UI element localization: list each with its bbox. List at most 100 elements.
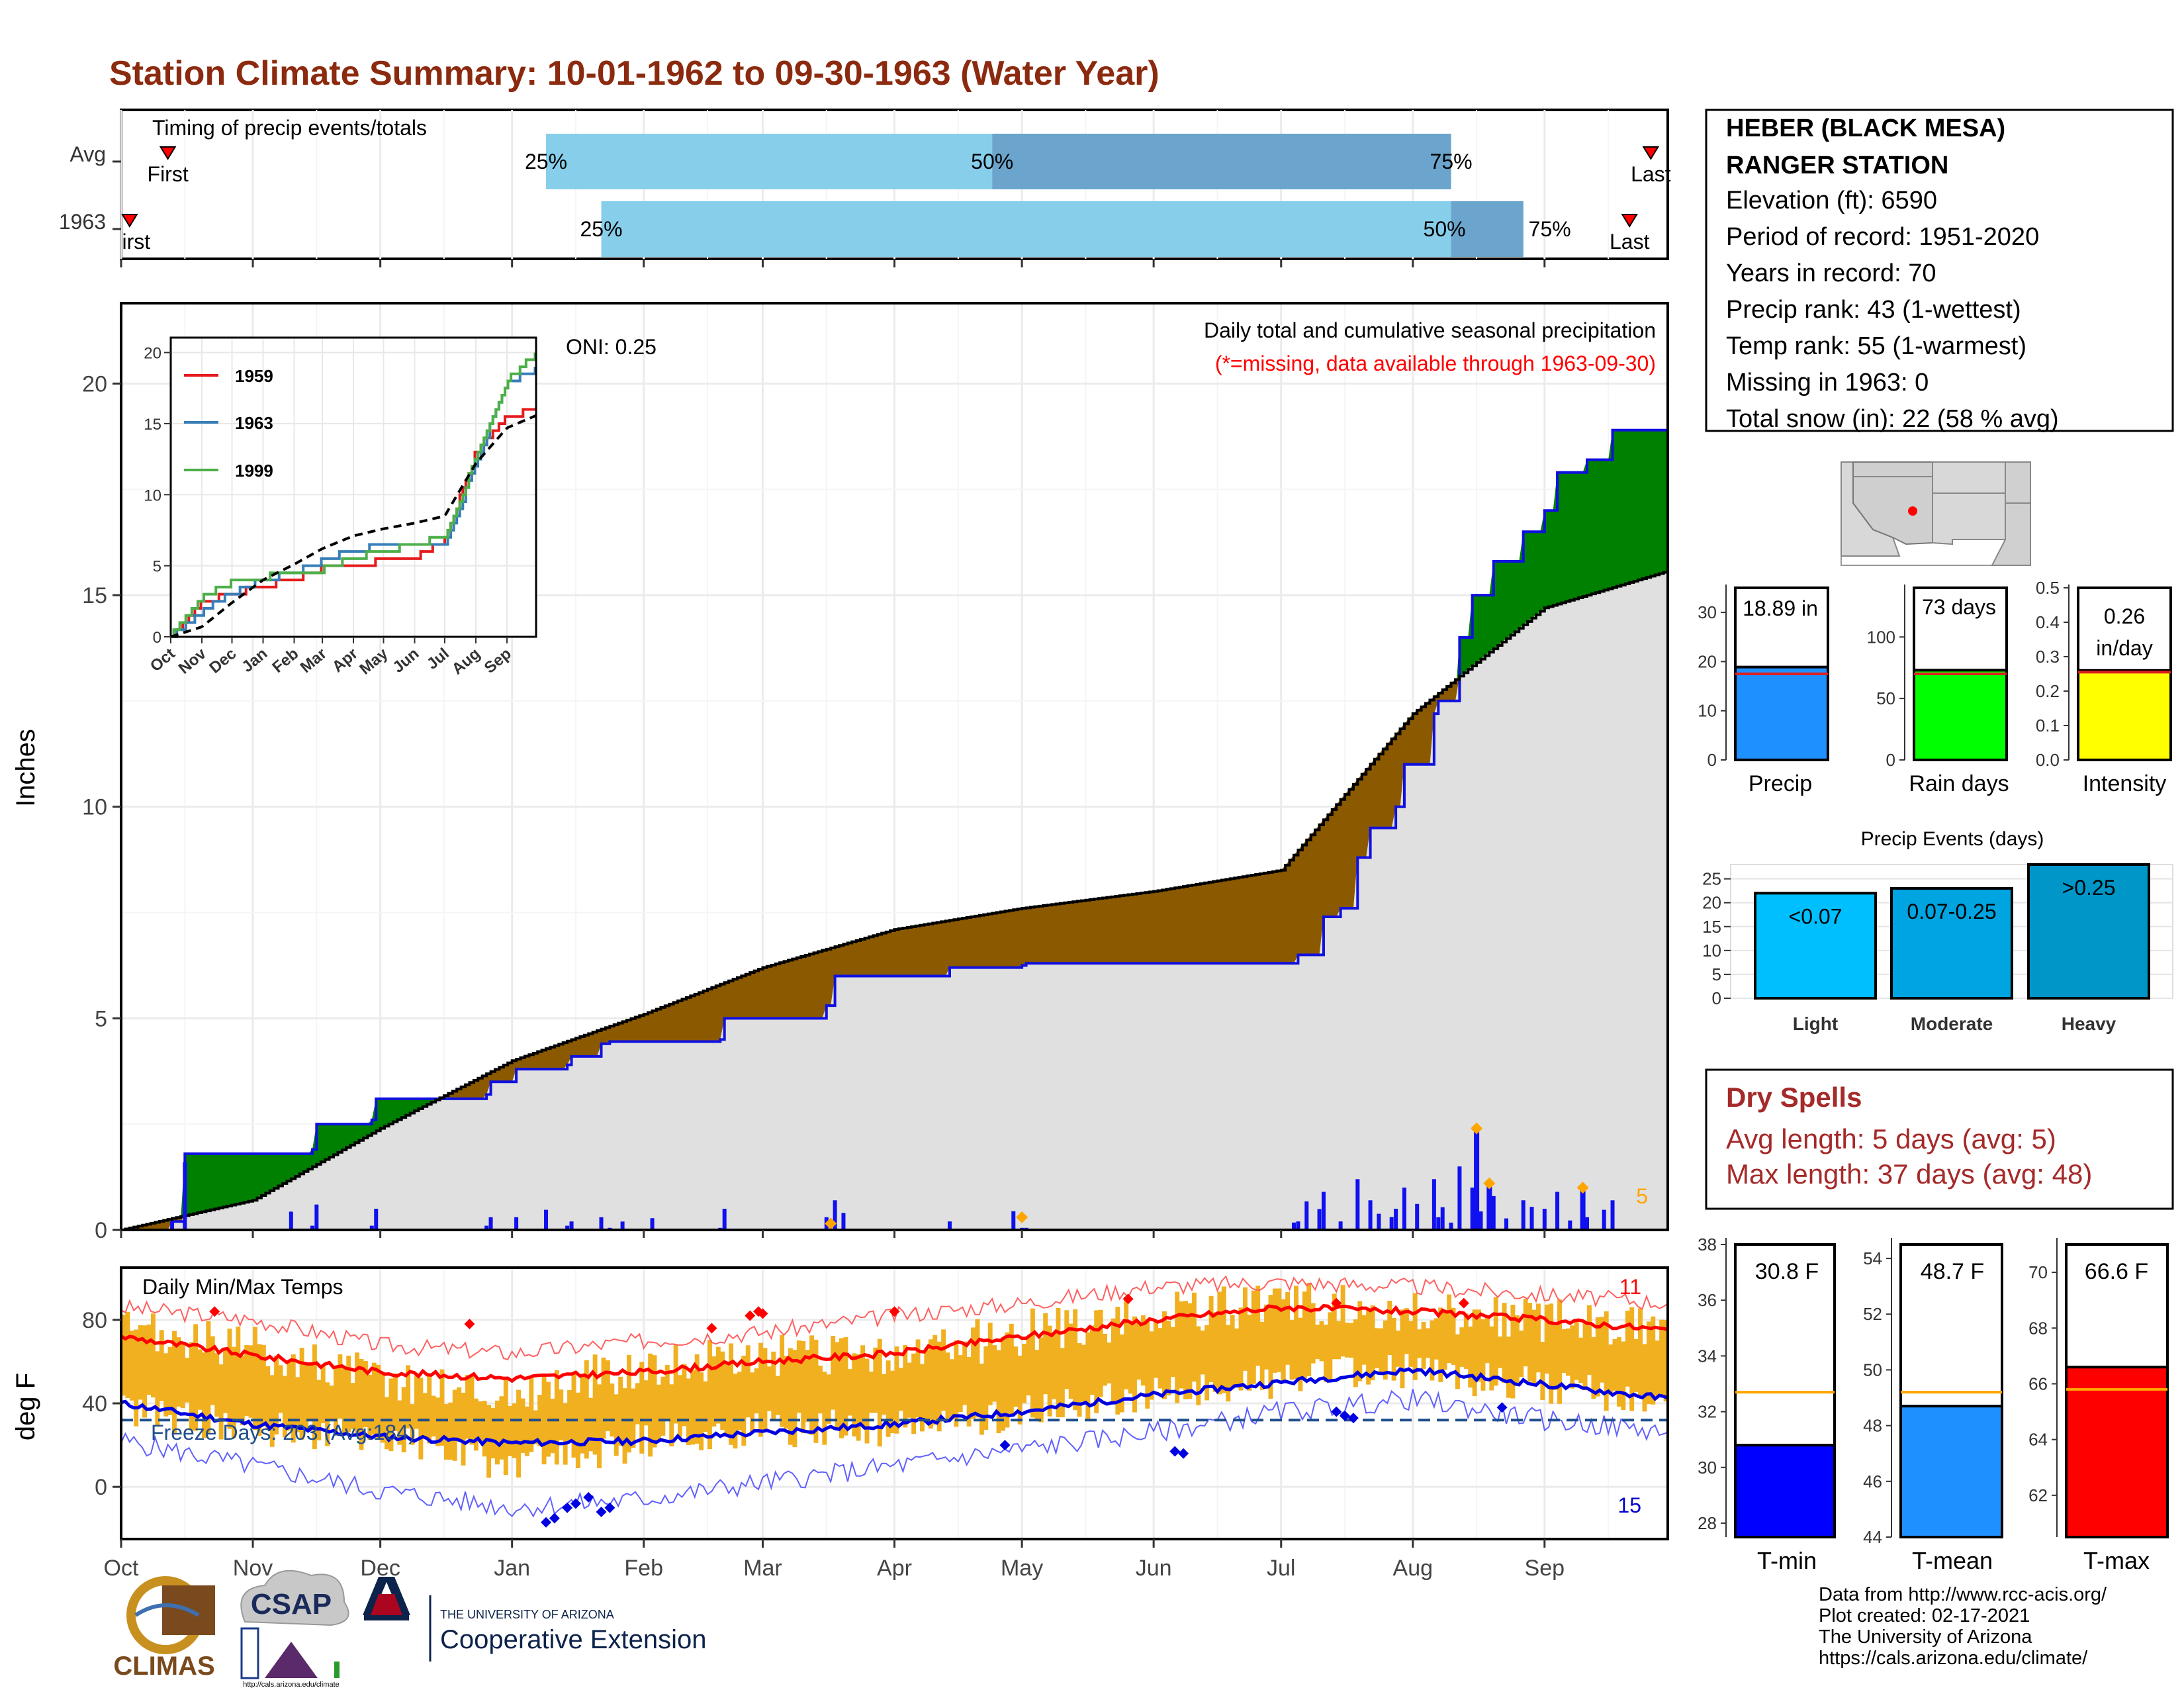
daily-precip-bar: [565, 1225, 570, 1230]
daily-precip-bar: [833, 1200, 837, 1230]
daily-temp-bar: [928, 1339, 933, 1429]
small-tick-label: 50: [1876, 688, 1895, 708]
daily-temp-bar: [639, 1362, 645, 1454]
daily-temp-bar: [427, 1374, 432, 1444]
quartile-label: 75%: [1430, 150, 1473, 173]
record-high-marker: [706, 1323, 717, 1334]
daily-temp-bar: [210, 1336, 215, 1405]
daily-temp-bar: [376, 1364, 381, 1438]
daily-temp-bar: [1396, 1331, 1401, 1367]
daily-temp-bar: [355, 1352, 360, 1434]
timing-bar-q3: [1451, 201, 1524, 257]
dry-title: Dry Spells: [1726, 1082, 1862, 1113]
daily-temp-bar: [304, 1364, 308, 1431]
ua-logo: THE UNIVERSITY OF ARIZONA Cooperative Ex…: [363, 1577, 706, 1662]
daily-temp-bar: [201, 1352, 206, 1438]
small-tick-label: 30: [1698, 602, 1717, 622]
daily-temp-bar: [796, 1340, 801, 1413]
daily-temp-bar: [894, 1346, 899, 1434]
temp-summary-tick-label: 46: [1863, 1472, 1882, 1491]
oni-label: ONI: 0.25: [566, 335, 657, 359]
month-label: Dec: [360, 1556, 400, 1581]
daily-temp-bar: [1463, 1313, 1469, 1369]
daily-temp-bar: [563, 1403, 568, 1465]
temp-y-label: 40: [82, 1391, 107, 1417]
daily-temp-bar: [1200, 1330, 1205, 1375]
inset-line-1999: [171, 352, 537, 638]
record-low-marker: [604, 1502, 615, 1513]
station-name-1: HEBER (BLACK MESA): [1726, 115, 2005, 142]
daily-temp-bar: [1107, 1342, 1112, 1383]
daily-precip-bar: [1491, 1196, 1496, 1230]
daily-precip-bar: [488, 1217, 493, 1230]
daily-temp-bar: [1493, 1297, 1498, 1386]
daily-temp-bar: [185, 1358, 190, 1403]
climas-text: CLIMAS: [113, 1652, 214, 1681]
avg-max-line: [120, 1303, 1668, 1383]
daily-temp-bar: [189, 1342, 194, 1430]
daily-temp-bar: [1447, 1294, 1452, 1364]
daily-temp-bar: [898, 1368, 903, 1411]
daily-temp-bar: [257, 1344, 262, 1436]
daily-temp-bar: [868, 1371, 874, 1413]
daily-temp-bar: [1642, 1344, 1647, 1412]
daily-temp-bar: [1281, 1299, 1286, 1382]
daily-temp-bar: [1540, 1342, 1545, 1401]
daily-temp-bar: [1655, 1340, 1660, 1396]
daily-temp-bar: [1145, 1319, 1150, 1409]
daily-temp-bar: [1154, 1320, 1159, 1378]
daily-temp-bar: [134, 1329, 139, 1427]
daily-temp-bar: [1022, 1344, 1027, 1403]
daily-temp-bar: [1277, 1288, 1282, 1372]
legend-1999: 1999: [235, 461, 273, 481]
quartile-label: 25%: [525, 150, 567, 173]
timing-bar-q1: [601, 201, 1451, 257]
credit-line: The University of Arizona: [1819, 1626, 2032, 1648]
daily-temp-bar: [418, 1378, 424, 1460]
daily-precip-bar: [1504, 1218, 1509, 1230]
extreme-precip-bar: [1486, 1183, 1492, 1230]
daily-temp-bar: [724, 1361, 729, 1437]
legend-1959: 1959: [235, 366, 273, 386]
record-low-marker: [562, 1502, 573, 1513]
daily-precip-bar: [514, 1217, 519, 1230]
small-tick-label: 0.1: [2036, 716, 2060, 735]
daily-temp-bar: [516, 1389, 522, 1478]
precip-value: 18.89 in: [1743, 596, 1818, 620]
intensity-bar-label: Intensity: [2083, 771, 2167, 796]
daily-temp-bar: [1060, 1348, 1065, 1417]
record-high-marker: [209, 1306, 220, 1317]
precip-ylabel: Inches: [11, 729, 40, 807]
daily-temp-bar: [852, 1353, 857, 1437]
daily-temp-bar: [1600, 1317, 1605, 1383]
daily-temp-bar: [835, 1342, 840, 1430]
daily-precip-bar: [1355, 1179, 1360, 1230]
daily-temp-bar: [707, 1340, 712, 1450]
daily-temp-bar: [1310, 1303, 1316, 1364]
inset-y-label: 5: [153, 558, 161, 576]
timing-row-avg: Avg: [69, 142, 106, 166]
daily-temp-bar: [1527, 1303, 1533, 1382]
temp-panel: 0 40 80 Daily Min/Max Temps deg F Freeze D…: [11, 1266, 1669, 1540]
daily-temp-bar: [1234, 1328, 1240, 1387]
daily-temp-bar: [1400, 1309, 1405, 1389]
daily-temp-bar: [1570, 1325, 1575, 1389]
temp-summary-tick-label: 34: [1698, 1346, 1717, 1366]
events-bar-label: 0.07-0.25: [1907, 900, 1996, 923]
daily-temp-bar: [1170, 1327, 1175, 1378]
daily-temp-bar: [1272, 1288, 1277, 1373]
daily-temp-bar: [346, 1355, 351, 1432]
events-bar: [2027, 863, 2150, 1000]
daily-temp-bar: [406, 1365, 411, 1429]
events-bar-label: >0.25: [2062, 876, 2116, 900]
extreme-count: 5: [1636, 1184, 1648, 1208]
daily-temp-bar: [269, 1375, 275, 1447]
daily-precip-bar: [1377, 1213, 1381, 1230]
small-tick-label: 0.3: [2036, 647, 2060, 667]
daily-temp-bar: [575, 1392, 580, 1469]
raindays-bar-label: Rain days: [1909, 771, 2009, 796]
daily-precip-bar: [1317, 1209, 1322, 1230]
tmean-value: 48.7 F: [1921, 1259, 1984, 1284]
daily-temp-bar: [363, 1360, 368, 1428]
daily-temp-bar: [1366, 1308, 1371, 1385]
